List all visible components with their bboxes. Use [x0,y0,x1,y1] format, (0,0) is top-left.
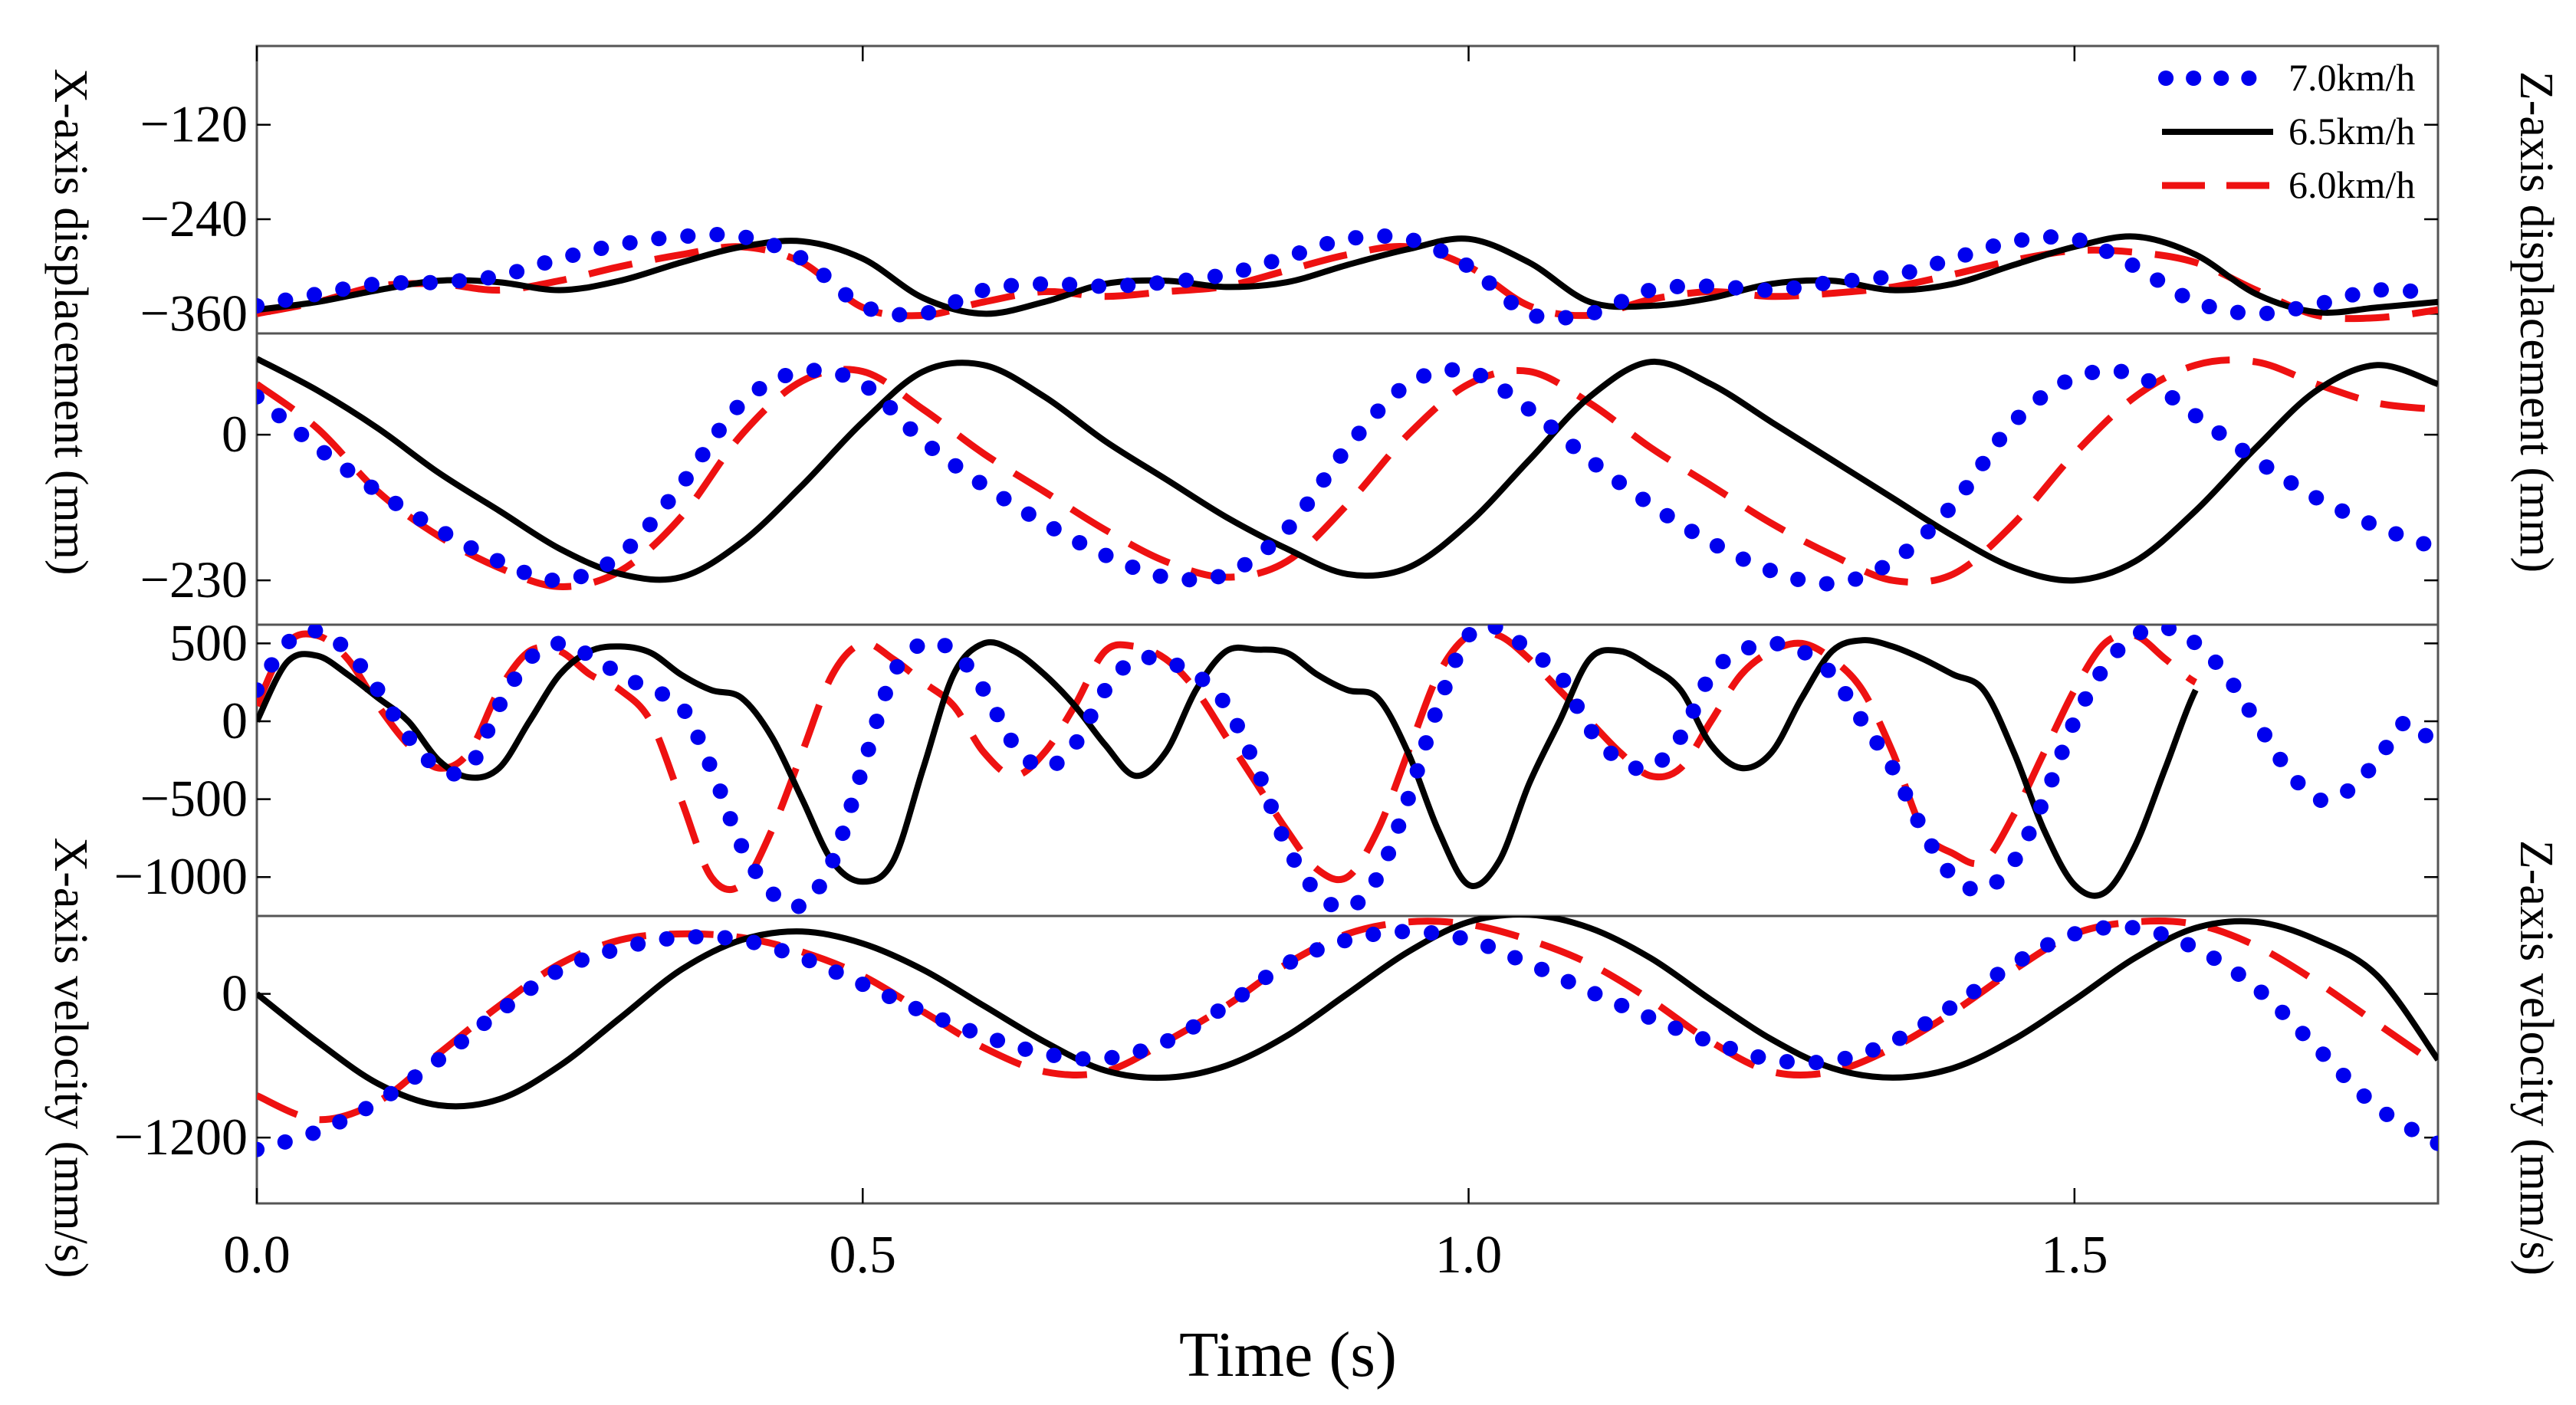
x-tick-label: 1.0 [1435,1226,1503,1285]
panel-x-velocity: 500 0 −500 −1000 [114,613,2438,916]
x-axis-label: Time (s) [1179,1319,1397,1390]
y-tick-label: −120 [140,95,248,153]
series-line-7.0kmh [257,919,2438,1157]
y-axis-label-right-top: Z-axis displacement (mm) [2510,71,2562,573]
y-tick-label: −1200 [114,1108,248,1166]
x-axis: 0.0 0.5 1.0 1.5 [223,46,2108,1285]
series-line-6.0kmh [257,242,2438,323]
y-tick-label: 0 [222,691,248,750]
x-tick-label: 0.5 [830,1226,897,1285]
panel-x-displacement: −120 −240 −360 [140,95,2438,342]
y-tick-label: −1000 [114,847,248,905]
series-line-6.0kmh [257,356,2438,590]
legend-label: 7.0km/h [2288,56,2415,99]
y-tick-label: −500 [140,770,248,828]
series-line-6.5kmh [257,233,2438,317]
y-tick-label: −240 [140,189,248,248]
panel-z-velocity: 0 −1200 [114,914,2438,1166]
y-tick-label: −360 [140,284,248,342]
y-tick-label: 0 [222,964,248,1023]
y-axis-label-right-bottom: Z-axis velocity (mm/s) [2510,840,2562,1275]
legend-label: 6.0km/h [2288,163,2415,206]
legend-label: 6.5km/h [2288,110,2415,153]
series-line-6.5kmh [257,916,2438,1110]
x-tick-label: 1.5 [2041,1226,2108,1285]
series-line-7.0kmh [257,227,2438,327]
series-line-6.0kmh [257,628,2198,893]
y-axis-label-left-top: X-axis displacement (mm) [44,68,97,575]
panel-z-displacement: 0 −230 [140,332,2438,609]
y-tick-label: −230 [140,550,248,609]
series-line-6.0kmh [257,918,2438,1124]
series-line-7.0kmh [257,362,2438,592]
axis-titles: Time (s) X-axis displacement (mm) X-axis… [44,68,2562,1390]
series-line-6.5kmh [257,356,2438,584]
x-tick-label: 0.0 [223,1226,291,1285]
series-line-7.0kmh [257,625,2438,916]
legend: 7.0km/h 6.5km/h 6.0km/h [2158,56,2415,206]
y-axis-label-left-bottom: X-axis velocity (mm/s) [44,837,97,1278]
y-tick-label: 0 [222,405,248,463]
series-line-6.5kmh [257,637,2199,899]
y-tick-label: 500 [169,613,248,671]
